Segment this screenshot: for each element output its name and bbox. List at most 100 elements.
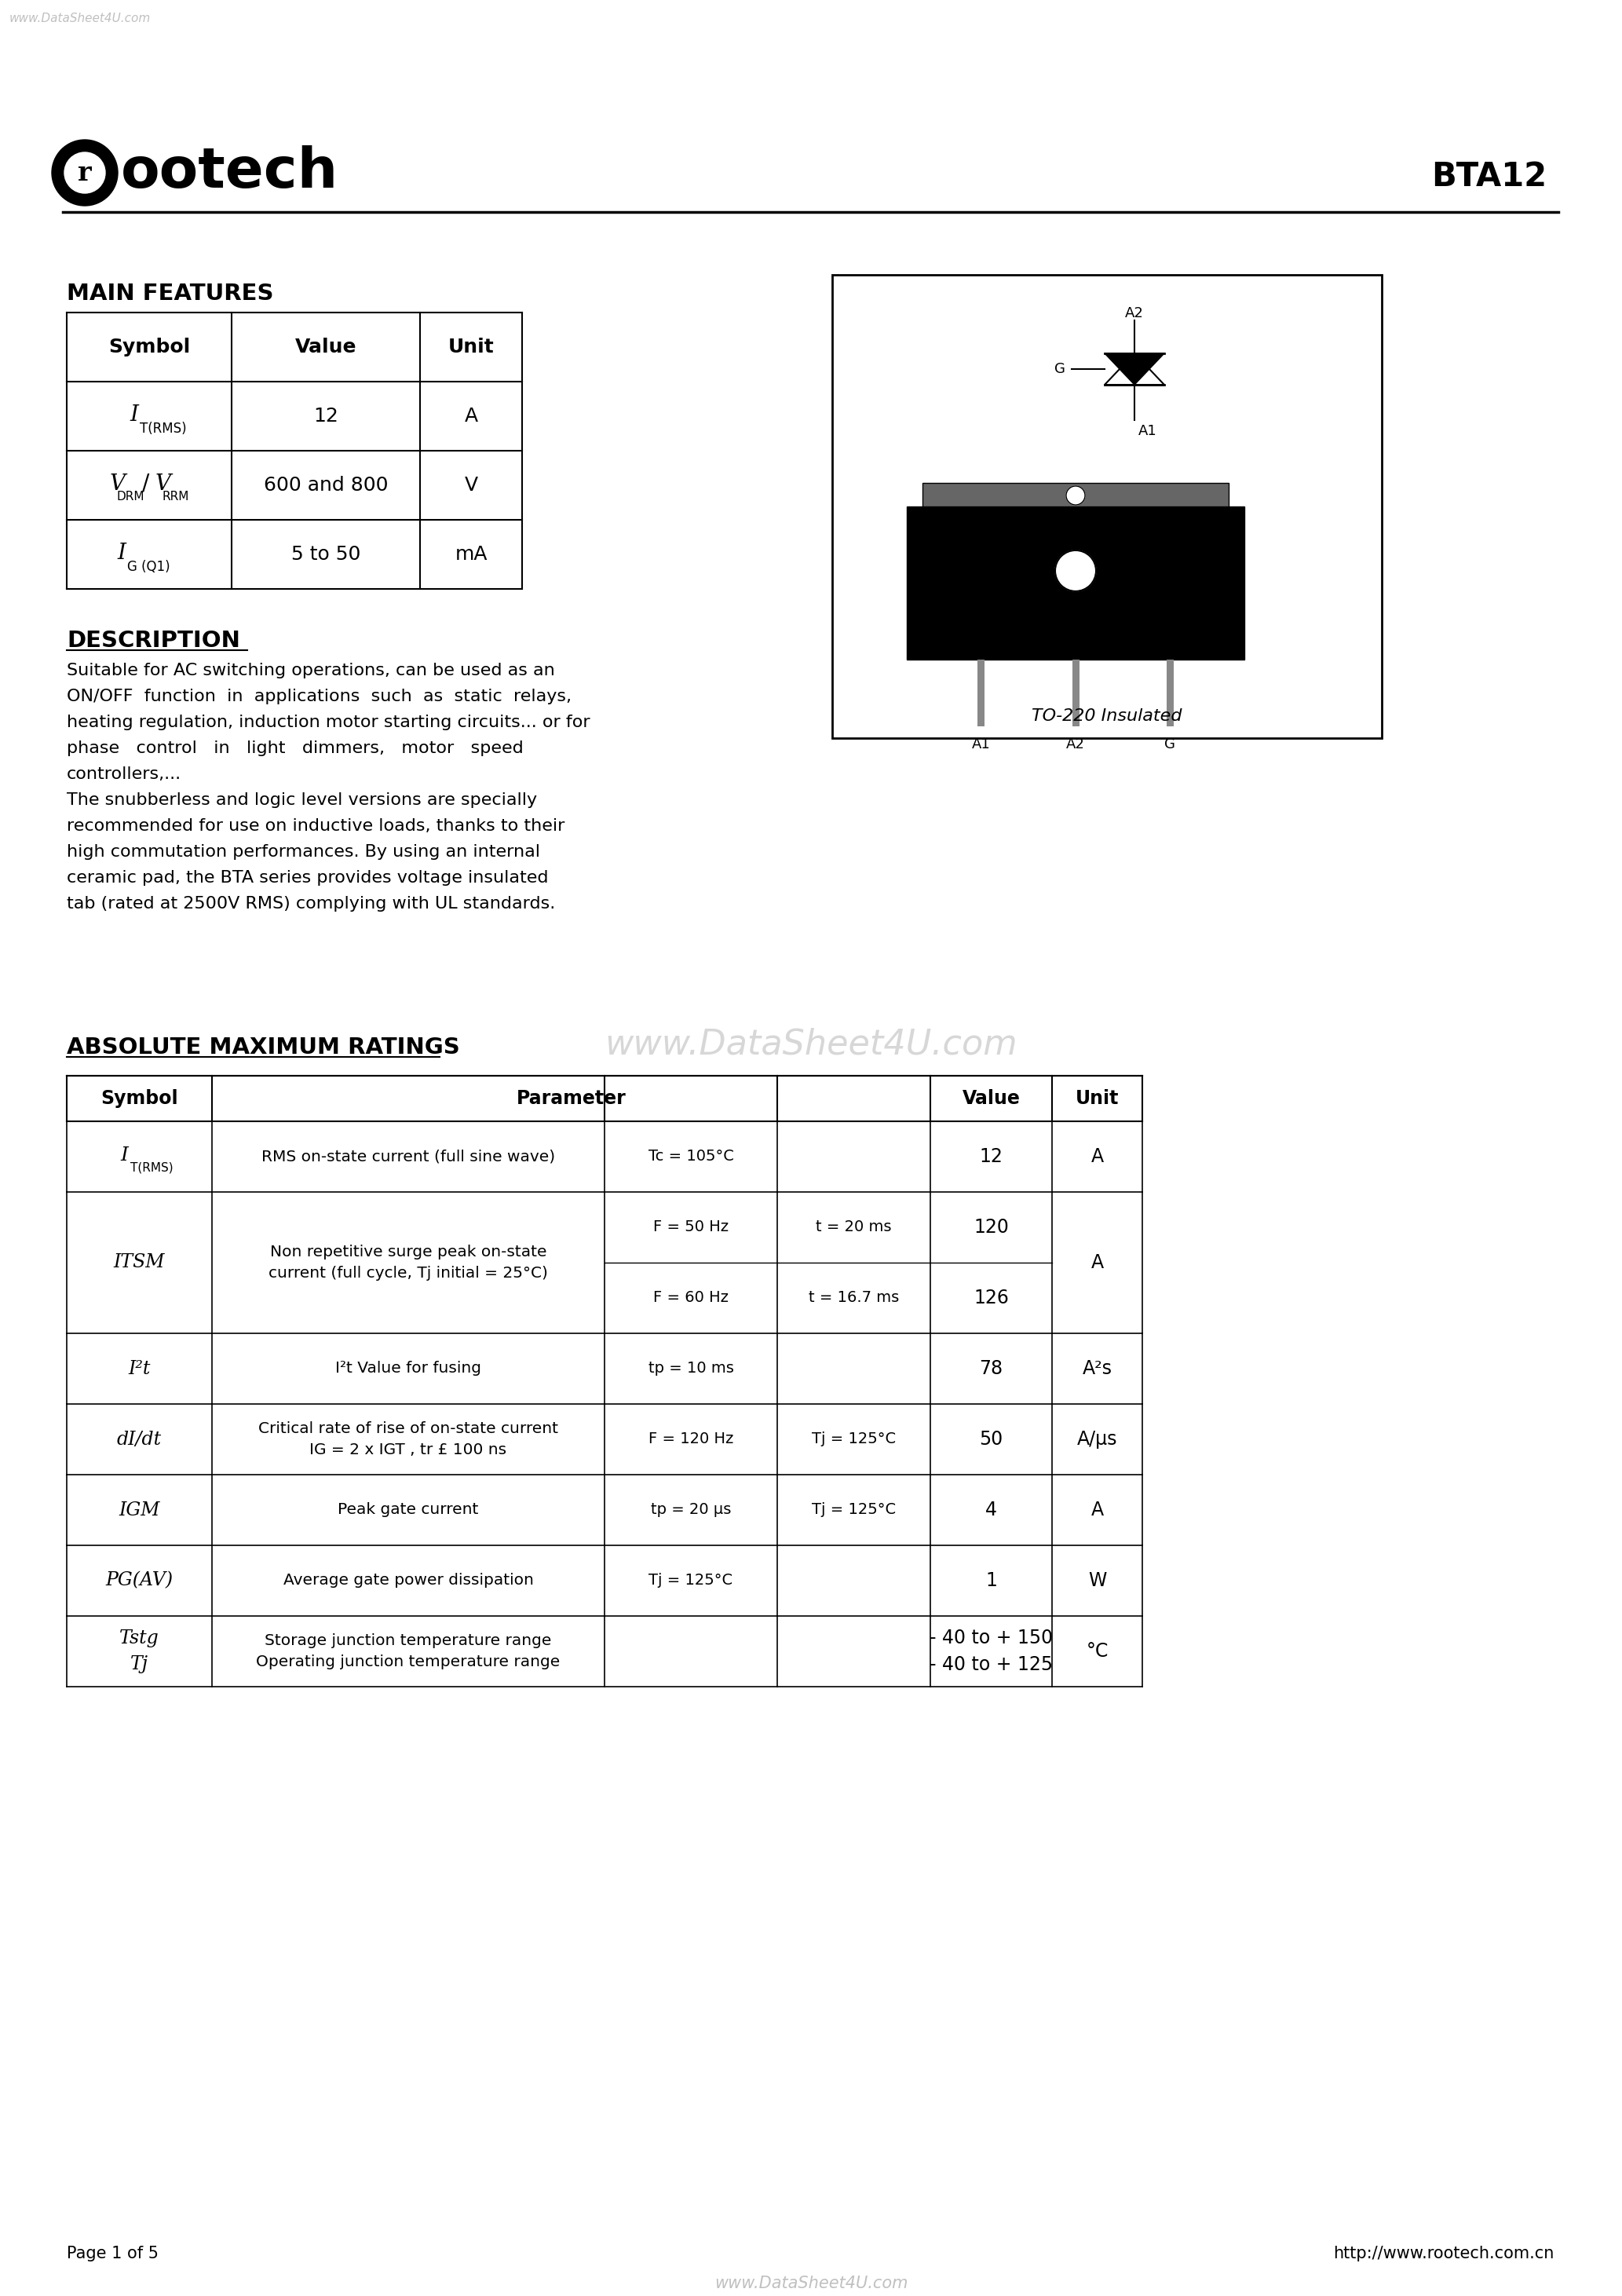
Text: A1: A1: [972, 737, 991, 751]
Bar: [923, 482, 1229, 510]
Text: Non repetitive surge peak on-state
current (full cycle, Tj initial = 25°C): Non repetitive surge peak on-state curre…: [269, 1244, 548, 1281]
Text: recommended for use on inductive loads, thanks to their: recommended for use on inductive loads, …: [67, 817, 564, 833]
Text: PG(AV): PG(AV): [105, 1573, 174, 1589]
Text: T(RMS): T(RMS): [139, 422, 187, 436]
Text: F = 60 Hz: F = 60 Hz: [654, 1290, 728, 1306]
Text: www.DataSheet4U.com: www.DataSheet4U.com: [10, 11, 151, 25]
Bar: [1166, 659, 1174, 726]
Text: The snubberless and logic level versions are specially: The snubberless and logic level versions…: [67, 792, 537, 808]
Text: r: r: [78, 161, 92, 186]
Text: W: W: [1088, 1570, 1106, 1591]
Text: G (Q1): G (Q1): [127, 560, 170, 574]
Text: Tj = 125°C: Tj = 125°C: [811, 1433, 895, 1446]
Text: 4: 4: [985, 1502, 998, 1520]
Text: G: G: [1165, 737, 1176, 751]
Bar: [907, 507, 1244, 659]
Circle shape: [52, 140, 118, 207]
Text: high commutation performances. By using an internal: high commutation performances. By using …: [67, 845, 540, 859]
Text: MAIN FEATURES: MAIN FEATURES: [67, 282, 274, 305]
Text: tp = 10 ms: tp = 10 ms: [649, 1362, 733, 1375]
Text: I²t Value for fusing: I²t Value for fusing: [336, 1362, 482, 1375]
Text: 12: 12: [313, 406, 339, 425]
Polygon shape: [1105, 354, 1165, 386]
Text: dI/dt: dI/dt: [117, 1430, 162, 1449]
Text: 12: 12: [980, 1148, 1002, 1166]
Text: 126: 126: [973, 1288, 1009, 1306]
Text: 5 to 50: 5 to 50: [290, 544, 360, 565]
Text: Tj = 125°C: Tj = 125°C: [649, 1573, 733, 1589]
Text: ootech: ootech: [122, 145, 339, 200]
Text: TO-220 Insulated: TO-220 Insulated: [1032, 707, 1182, 723]
Text: mA: mA: [454, 544, 487, 565]
Text: A²s: A²s: [1082, 1359, 1113, 1378]
Text: DRM: DRM: [117, 491, 144, 503]
Text: A2: A2: [1126, 305, 1144, 321]
Text: I: I: [120, 1146, 128, 1164]
Text: A1: A1: [1139, 425, 1156, 439]
Text: A: A: [464, 406, 478, 425]
Text: Symbol: Symbol: [109, 338, 190, 356]
Text: BTA12: BTA12: [1431, 161, 1547, 193]
Text: F = 120 Hz: F = 120 Hz: [649, 1433, 733, 1446]
Text: °C: °C: [1087, 1642, 1108, 1660]
Bar: [832, 276, 1382, 737]
Text: G: G: [1054, 363, 1066, 377]
Text: Value: Value: [295, 338, 357, 356]
Text: A: A: [1092, 1254, 1103, 1272]
Text: Tj = 125°C: Tj = 125°C: [811, 1502, 895, 1518]
Text: Unit: Unit: [1075, 1088, 1119, 1109]
Circle shape: [1066, 487, 1085, 505]
Text: tp = 20 μs: tp = 20 μs: [650, 1502, 732, 1518]
Circle shape: [1056, 551, 1096, 590]
Text: 120: 120: [973, 1217, 1009, 1238]
Text: Suitable for AC switching operations, can be used as an: Suitable for AC switching operations, ca…: [67, 664, 555, 677]
Text: Average gate power dissipation: Average gate power dissipation: [284, 1573, 534, 1589]
Text: ON/OFF  function  in  applications  such  as  static  relays,: ON/OFF function in applications such as …: [67, 689, 571, 705]
Text: Tstg
Tj: Tstg Tj: [120, 1630, 159, 1674]
Text: 600 and 800: 600 and 800: [264, 475, 388, 494]
Text: I²t: I²t: [128, 1359, 151, 1378]
Text: A/μs: A/μs: [1077, 1430, 1118, 1449]
Text: ceramic pad, the BTA series provides voltage insulated: ceramic pad, the BTA series provides vol…: [67, 870, 548, 886]
Text: Parameter: Parameter: [516, 1088, 626, 1109]
Text: IGM: IGM: [118, 1502, 161, 1520]
Text: V: V: [156, 473, 172, 494]
Text: A: A: [1092, 1148, 1103, 1166]
Text: tab (rated at 2500V RMS) complying with UL standards.: tab (rated at 2500V RMS) complying with …: [67, 895, 555, 912]
Circle shape: [65, 152, 105, 193]
Text: A: A: [1092, 1502, 1103, 1520]
Text: Critical rate of rise of on-state current
IG = 2 x IGT , tr £ 100 ns: Critical rate of rise of on-state curren…: [258, 1421, 558, 1458]
Text: Unit: Unit: [448, 338, 495, 356]
Text: Page 1 of 5: Page 1 of 5: [67, 2245, 159, 2262]
Text: RMS on-state current (full sine wave): RMS on-state current (full sine wave): [261, 1150, 555, 1164]
Text: 1: 1: [985, 1570, 998, 1591]
Bar: [1072, 659, 1079, 726]
Text: - 40 to + 150
- 40 to + 125: - 40 to + 150 - 40 to + 125: [929, 1628, 1053, 1674]
Text: phase   control   in   light   dimmers,   motor   speed: phase control in light dimmers, motor sp…: [67, 742, 524, 755]
Text: T(RMS): T(RMS): [130, 1162, 174, 1173]
Text: RRM: RRM: [162, 491, 188, 503]
Text: Peak gate current: Peak gate current: [337, 1502, 478, 1518]
Bar: [978, 659, 985, 726]
Text: V: V: [464, 475, 478, 494]
Text: ABSOLUTE MAXIMUM RATINGS: ABSOLUTE MAXIMUM RATINGS: [67, 1035, 461, 1058]
Text: 50: 50: [980, 1430, 1002, 1449]
Text: DESCRIPTION: DESCRIPTION: [67, 629, 240, 652]
Text: Symbol: Symbol: [101, 1088, 178, 1109]
Text: A2: A2: [1066, 737, 1085, 751]
Text: t = 20 ms: t = 20 ms: [816, 1219, 892, 1235]
Text: V: V: [110, 473, 125, 494]
Text: Value: Value: [962, 1088, 1020, 1109]
Text: http://www.rootech.com.cn: http://www.rootech.com.cn: [1333, 2245, 1554, 2262]
Text: /: /: [143, 473, 149, 494]
Text: www.DataSheet4U.com: www.DataSheet4U.com: [714, 2275, 908, 2291]
Text: controllers,...: controllers,...: [67, 767, 182, 783]
Text: ITSM: ITSM: [114, 1254, 165, 1272]
Text: I: I: [130, 404, 138, 425]
Text: Storage junction temperature range
Operating junction temperature range: Storage junction temperature range Opera…: [256, 1632, 560, 1669]
Text: I: I: [117, 542, 125, 563]
Text: Tc = 105°C: Tc = 105°C: [649, 1150, 733, 1164]
Text: heating regulation, induction motor starting circuits... or for: heating regulation, induction motor star…: [67, 714, 590, 730]
Text: F = 50 Hz: F = 50 Hz: [654, 1219, 728, 1235]
Text: 78: 78: [980, 1359, 1002, 1378]
